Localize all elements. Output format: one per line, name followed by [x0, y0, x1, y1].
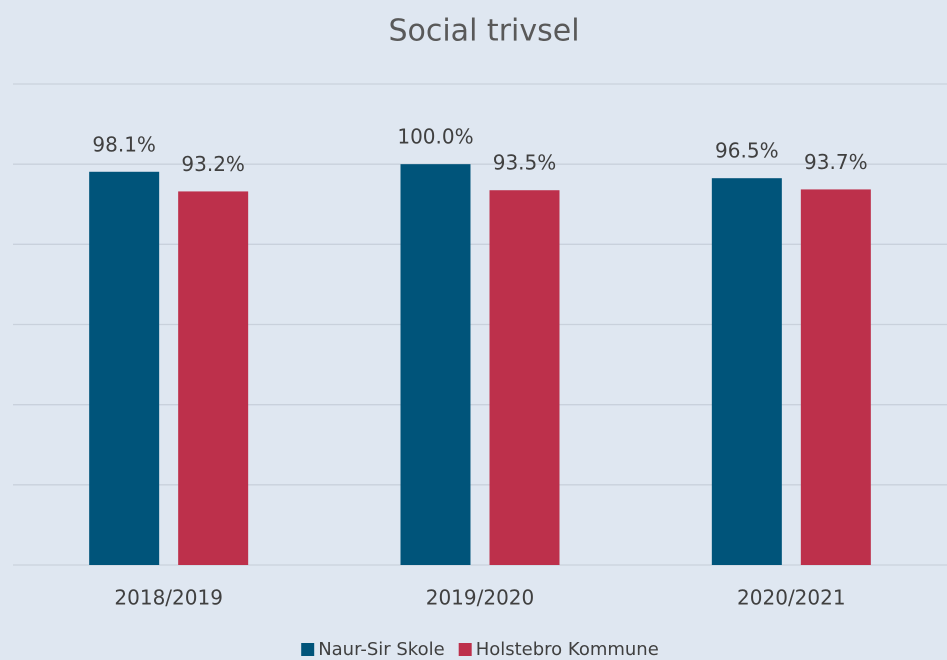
chart-title: Social trivsel: [388, 14, 579, 49]
legend-swatch: [301, 643, 315, 656]
bar: [800, 189, 871, 565]
x-tick-label: 2020/2021: [737, 586, 846, 610]
bar: [711, 178, 782, 565]
data-label: 96.5%: [715, 139, 779, 163]
legend-swatch: [458, 643, 472, 656]
legend-label: Holstebro Kommune: [476, 639, 659, 660]
legend-label: Naur-Sir Skole: [318, 639, 445, 660]
bar: [178, 191, 249, 565]
data-label: 93.2%: [181, 152, 245, 176]
data-label: 93.5%: [493, 151, 557, 175]
bar: [400, 164, 471, 565]
bar: [489, 190, 560, 566]
data-label: 98.1%: [92, 132, 156, 156]
data-label: 100.0%: [397, 125, 473, 149]
data-label: 93.7%: [804, 150, 868, 174]
bar: [89, 171, 160, 565]
x-tick-label: 2019/2020: [426, 586, 535, 610]
x-tick-label: 2018/2019: [114, 586, 223, 610]
